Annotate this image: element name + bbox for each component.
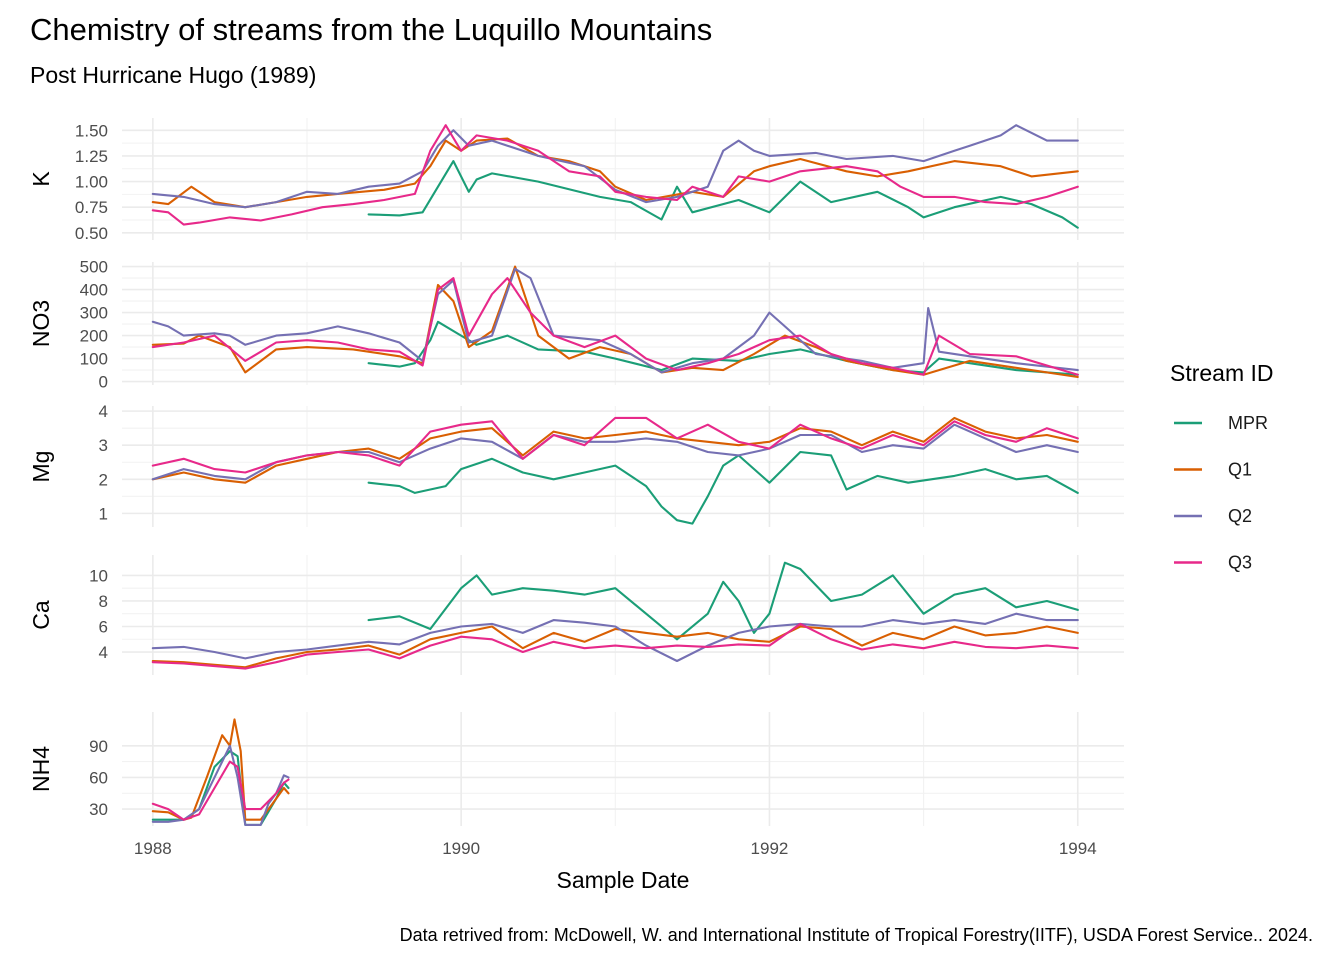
y-tick-label: 300	[80, 304, 108, 323]
facet-label-mg: Mg	[28, 451, 54, 483]
legend-item-q1: Q1	[1174, 460, 1252, 480]
facet-label-no3: NO3	[28, 300, 54, 347]
panel-k: 0.50 0.75 1.00 1.25 1.50 K	[28, 118, 1124, 243]
y-tick-label: 100	[80, 350, 108, 369]
x-tick-label: 1988	[134, 839, 172, 858]
x-axis-title: Sample Date	[557, 867, 690, 893]
y-tick-label: 4	[99, 402, 108, 421]
series-line-ca-mpr	[367, 561, 1079, 641]
y-tick-label: 0.75	[75, 198, 108, 217]
legend-label: Q1	[1228, 460, 1252, 480]
series-line-ca-q3	[151, 622, 1079, 670]
x-tick-label: 1992	[751, 839, 789, 858]
y-tick-label: 0	[99, 373, 108, 392]
series-line-no3-mpr	[367, 320, 1079, 376]
legend-item-q2: Q2	[1174, 506, 1252, 526]
y-tick-label: 0.50	[75, 224, 108, 243]
y-tick-label: 4	[99, 643, 108, 662]
series-line-ca-q2	[151, 612, 1079, 663]
x-tick-label: 1994	[1059, 839, 1097, 858]
legend-item-mpr: MPR	[1174, 413, 1268, 433]
legend: Stream ID MPR Q1 Q2 Q3	[1170, 360, 1274, 573]
y-tick-label: 2	[99, 470, 108, 489]
panel-no3: 0 100 200 300 400 500 NO3	[28, 258, 1124, 392]
y-tick-label: 1.00	[75, 173, 108, 192]
y-tick-label: 500	[80, 258, 108, 277]
panel-ca: 4 6 8 10 Ca	[28, 555, 1124, 675]
series-line-k-q3	[151, 124, 1079, 226]
series-line-ca-q1	[151, 625, 1079, 669]
y-tick-label: 1.25	[75, 147, 108, 166]
facet-panels: 0.50 0.75 1.00 1.25 1.50 K 0 100 200 300 400 500 NO3…	[28, 118, 1124, 826]
series-line-mg-q3	[151, 416, 1079, 474]
y-tick-label: 400	[80, 281, 108, 300]
series-line-no3-q2	[151, 267, 1079, 374]
series-line-k-q2	[151, 124, 1079, 209]
series-line-no3-q3	[151, 277, 1079, 376]
series-line-mg-q1	[151, 416, 1079, 484]
y-tick-label: 6	[99, 617, 108, 636]
y-tick-label: 1.50	[75, 121, 108, 140]
legend-item-q3: Q3	[1174, 553, 1252, 573]
chart-caption: Data retrived from: McDowell, W. and Int…	[400, 925, 1313, 945]
facet-label-nh4: NH4	[28, 746, 54, 792]
y-tick-label: 60	[89, 768, 108, 787]
panel-nh4: 30 60 90 NH4	[28, 712, 1124, 826]
legend-label: Q2	[1228, 506, 1252, 526]
panel-mg: 1 2 3 4 Mg	[28, 402, 1124, 527]
y-tick-label: 90	[89, 737, 108, 756]
y-tick-label: 10	[89, 566, 108, 585]
series-line-nh4-q3	[151, 760, 290, 821]
legend-label: Q3	[1228, 553, 1252, 573]
x-axis: 1988 1990 1992 1994	[134, 839, 1097, 858]
series-line-k-mpr	[367, 160, 1079, 229]
y-tick-label: 1	[99, 504, 108, 523]
series-line-no3-q1	[151, 265, 1079, 379]
legend-label: MPR	[1228, 413, 1268, 433]
y-tick-label: 3	[99, 436, 108, 455]
chart-subtitle: Post Hurricane Hugo (1989)	[30, 62, 316, 88]
x-tick-label: 1990	[442, 839, 480, 858]
y-tick-label: 30	[89, 800, 108, 819]
y-tick-label: 8	[99, 592, 108, 611]
legend-title: Stream ID	[1170, 360, 1274, 386]
series-line-mg-mpr	[367, 450, 1079, 525]
chart-title: Chemistry of streams from the Luquillo M…	[30, 12, 712, 47]
facet-label-k: K	[28, 171, 54, 187]
y-tick-label: 200	[80, 327, 108, 346]
facet-label-ca: Ca	[28, 600, 54, 630]
